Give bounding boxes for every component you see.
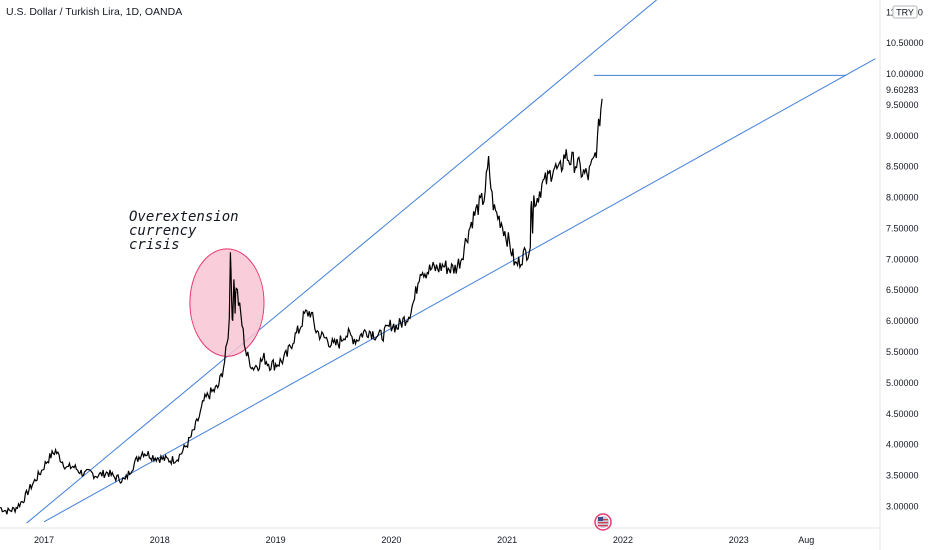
price-tick-label: 9.00000 <box>886 131 919 141</box>
time-tick-label: 2023 <box>729 535 749 545</box>
price-tick-label: 7.00000 <box>886 254 919 264</box>
time-tick-label: 2017 <box>34 535 54 545</box>
price-tick-label: 7.50000 <box>886 223 919 233</box>
us-flag-icon-stripe-3 <box>598 525 608 527</box>
annotation-line-1: Overextension <box>129 209 239 225</box>
trendline-2[interactable] <box>43 58 876 523</box>
currency-badge[interactable]: TRY <box>892 5 918 19</box>
price-tick-label: 4.00000 <box>886 440 919 450</box>
price-tick-label: 8.00000 <box>886 193 919 203</box>
last-price-tag-bg <box>881 83 932 97</box>
annotation-line-3: crisis <box>129 237 180 253</box>
price-tick-label: 10.00000 <box>886 69 924 79</box>
price-tick-label: 5.50000 <box>886 347 919 357</box>
us-flag-icon-stripe-2 <box>598 522 608 524</box>
time-tick-label: 2020 <box>381 535 401 545</box>
price-tick-label: 6.00000 <box>886 316 919 326</box>
us-flag-icon-canton <box>598 517 603 521</box>
price-tick-label: 8.50000 <box>886 162 919 172</box>
chart-title: U.S. Dollar / Turkish Lira, 1D, OANDA <box>6 6 182 18</box>
price-series-group <box>0 98 603 515</box>
price-tick-label: 6.50000 <box>886 285 919 295</box>
last-price-tag: 9.60283 <box>881 83 932 97</box>
price-tick-label: 4.50000 <box>886 409 919 419</box>
us-flag-icon[interactable] <box>594 513 612 531</box>
trendlines-group <box>26 0 876 524</box>
currency-badge-label: TRY <box>896 8 914 18</box>
last-price-label: 9.60283 <box>886 85 919 95</box>
price-tick-label: 3.00000 <box>886 501 919 511</box>
price-tick-label: 3.50000 <box>886 471 919 481</box>
trendline-1[interactable] <box>26 0 675 524</box>
price-tick-label: 5.00000 <box>886 378 919 388</box>
price-tick-label: 10.50000 <box>886 38 924 48</box>
time-tick-label: 2021 <box>497 535 517 545</box>
annotation-text: Overextension currency crisis <box>129 209 239 253</box>
annotation-line-2: currency <box>129 223 197 239</box>
price-tick-label: 9.50000 <box>886 100 919 110</box>
time-axis[interactable]: 2017 2018 2019 2020 2021 2022 2023 Aug <box>34 535 814 545</box>
time-tick-label: Aug <box>798 535 814 545</box>
time-tick-label: 2018 <box>150 535 170 545</box>
overextension-highlight[interactable] <box>189 248 265 357</box>
time-tick-label: 2022 <box>613 535 633 545</box>
price-line[interactable] <box>0 98 603 515</box>
time-tick-label: 2019 <box>266 535 286 545</box>
highlight-group <box>189 248 265 357</box>
currency-badge-box <box>892 5 918 19</box>
